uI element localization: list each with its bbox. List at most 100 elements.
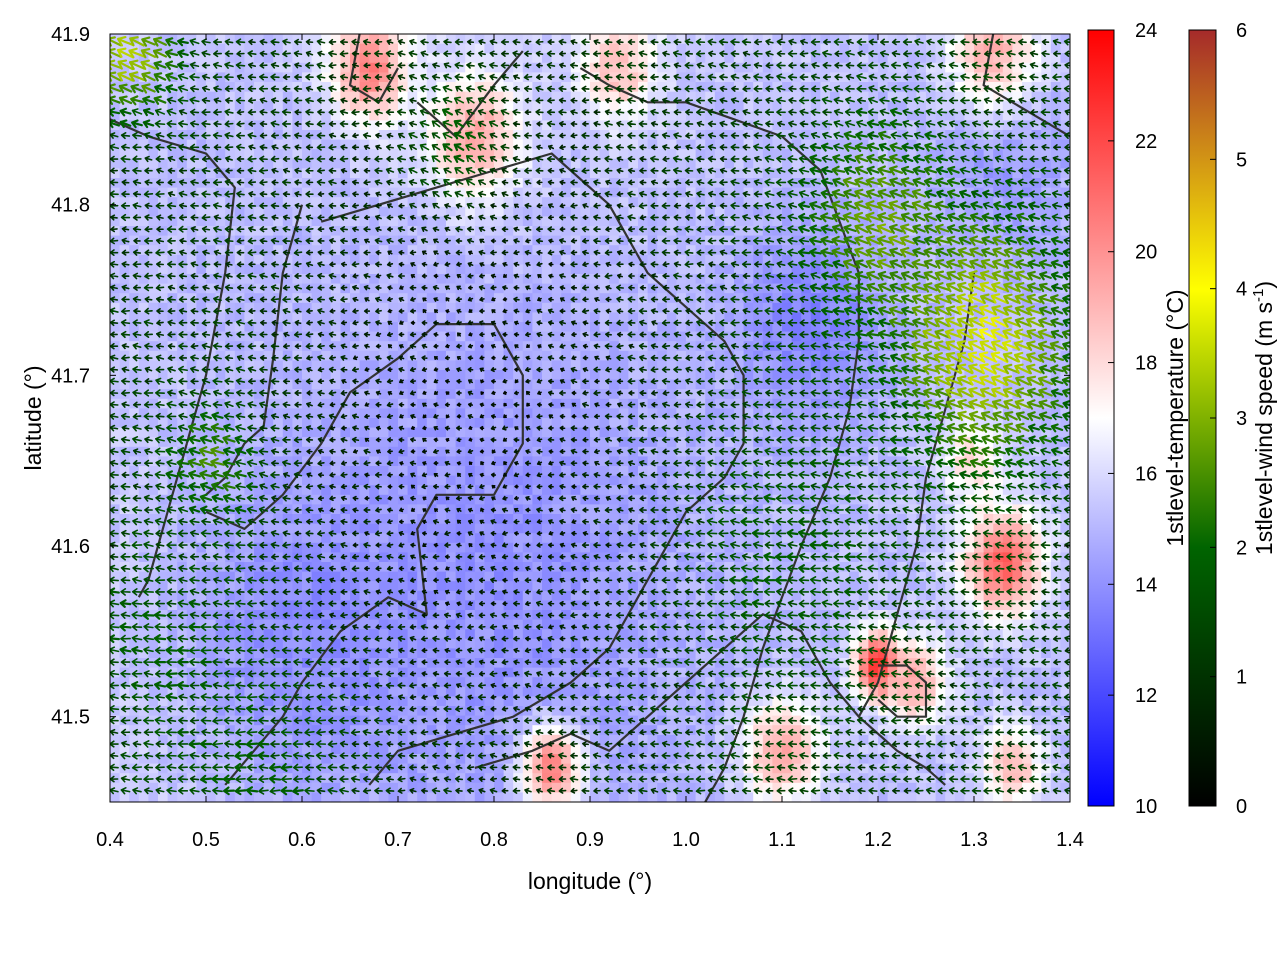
heatmap-cell: [474, 91, 485, 102]
heatmap-cell: [551, 283, 562, 294]
heatmap-cell: [148, 226, 159, 237]
heatmap-cell: [196, 245, 207, 256]
heatmap-cell: [1050, 34, 1061, 45]
heatmap-cell: [1002, 206, 1013, 217]
heatmap-cell: [474, 274, 485, 285]
heatmap-cell: [743, 62, 754, 73]
heatmap-cell: [436, 456, 447, 467]
heatmap-cell: [551, 197, 562, 208]
heatmap-cell: [791, 120, 802, 131]
heatmap-cell: [206, 82, 217, 93]
heatmap-cell: [369, 197, 380, 208]
heatmap-cell: [244, 149, 255, 160]
heatmap-cell: [916, 168, 927, 179]
heatmap-cell: [244, 101, 255, 112]
heatmap-cell: [474, 427, 485, 438]
heatmap-cell: [302, 389, 313, 400]
heatmap-cell: [186, 62, 197, 73]
heatmap-cell: [926, 226, 937, 237]
heatmap-cell: [532, 101, 543, 112]
heatmap-cell: [705, 206, 716, 217]
heatmap-cell: [734, 120, 745, 131]
heatmap-cell: [513, 494, 524, 505]
heatmap-cell: [676, 149, 687, 160]
heatmap-cell: [609, 130, 620, 141]
heatmap-cell: [186, 216, 197, 227]
heatmap-cell: [369, 43, 380, 54]
heatmap-cell: [503, 274, 514, 285]
heatmap-cell: [148, 149, 159, 160]
heatmap-cell: [801, 43, 812, 54]
heatmap-cell: [782, 158, 793, 169]
heatmap-cell: [782, 206, 793, 217]
heatmap-cell: [167, 82, 178, 93]
heatmap-cell: [1050, 149, 1061, 160]
heatmap-cell: [762, 206, 773, 217]
heatmap-cell: [666, 72, 677, 83]
heatmap-cell: [158, 216, 169, 227]
heatmap-cell: [974, 168, 985, 179]
heatmap-cell: [138, 197, 149, 208]
heatmap-cell: [551, 331, 562, 342]
heatmap-cell: [474, 34, 485, 45]
heatmap-cell: [657, 264, 668, 275]
heatmap-cell: [484, 178, 495, 189]
heatmap-cell: [302, 216, 313, 227]
heatmap-cell: [686, 43, 697, 54]
heatmap-cell: [695, 158, 706, 169]
heatmap-cell: [129, 168, 140, 179]
heatmap-cell: [465, 264, 476, 275]
heatmap-cell: [206, 91, 217, 102]
heatmap-cell: [628, 139, 639, 150]
heatmap-cell: [1041, 110, 1052, 121]
heatmap-cell: [302, 158, 313, 169]
heatmap-cell: [801, 216, 812, 227]
heatmap-cell: [350, 254, 361, 265]
heatmap-cell: [321, 187, 332, 198]
heatmap-cell: [887, 158, 898, 169]
heatmap-cell: [407, 53, 418, 64]
heatmap-cell: [196, 197, 207, 208]
heatmap-cell: [359, 475, 370, 486]
heatmap-cell: [1060, 197, 1070, 208]
heatmap-cell: [551, 245, 562, 256]
heatmap-cell: [503, 216, 514, 227]
heatmap-cell: [340, 187, 351, 198]
heatmap-cell: [311, 101, 322, 112]
heatmap-cell: [369, 216, 380, 227]
heatmap-cell: [215, 158, 226, 169]
heatmap-cell: [340, 475, 351, 486]
heatmap-cell: [599, 274, 610, 285]
heatmap-cell: [1012, 216, 1023, 227]
heatmap-cell: [282, 216, 293, 227]
heatmap-cell: [398, 158, 409, 169]
heatmap-cell: [503, 158, 514, 169]
heatmap-cell: [590, 53, 601, 64]
heatmap-cell: [446, 62, 457, 73]
heatmap-cell: [465, 245, 476, 256]
heatmap-cell: [1022, 120, 1033, 131]
heatmap-cell: [138, 206, 149, 217]
heatmap-cell: [359, 62, 370, 73]
heatmap-cell: [753, 254, 764, 265]
heatmap-cell: [1041, 216, 1052, 227]
heatmap-cell: [225, 254, 236, 265]
heatmap-cell: [580, 43, 591, 54]
heatmap-cell: [378, 293, 389, 304]
heatmap-cell: [551, 235, 562, 246]
heatmap-cell: [993, 43, 1004, 54]
heatmap-cell: [714, 101, 725, 112]
heatmap-cell: [772, 226, 783, 237]
heatmap-cell: [1002, 264, 1013, 275]
heatmap-cell: [378, 139, 389, 150]
heatmap-cell: [474, 53, 485, 64]
heatmap-cell: [426, 158, 437, 169]
heatmap-cell: [724, 197, 735, 208]
heatmap-cell: [273, 120, 284, 131]
heatmap-cell: [551, 494, 562, 505]
heatmap-cell: [254, 110, 265, 121]
heatmap-cell: [561, 72, 572, 83]
heatmap-cell: [474, 254, 485, 265]
heatmap-cell: [167, 91, 178, 102]
